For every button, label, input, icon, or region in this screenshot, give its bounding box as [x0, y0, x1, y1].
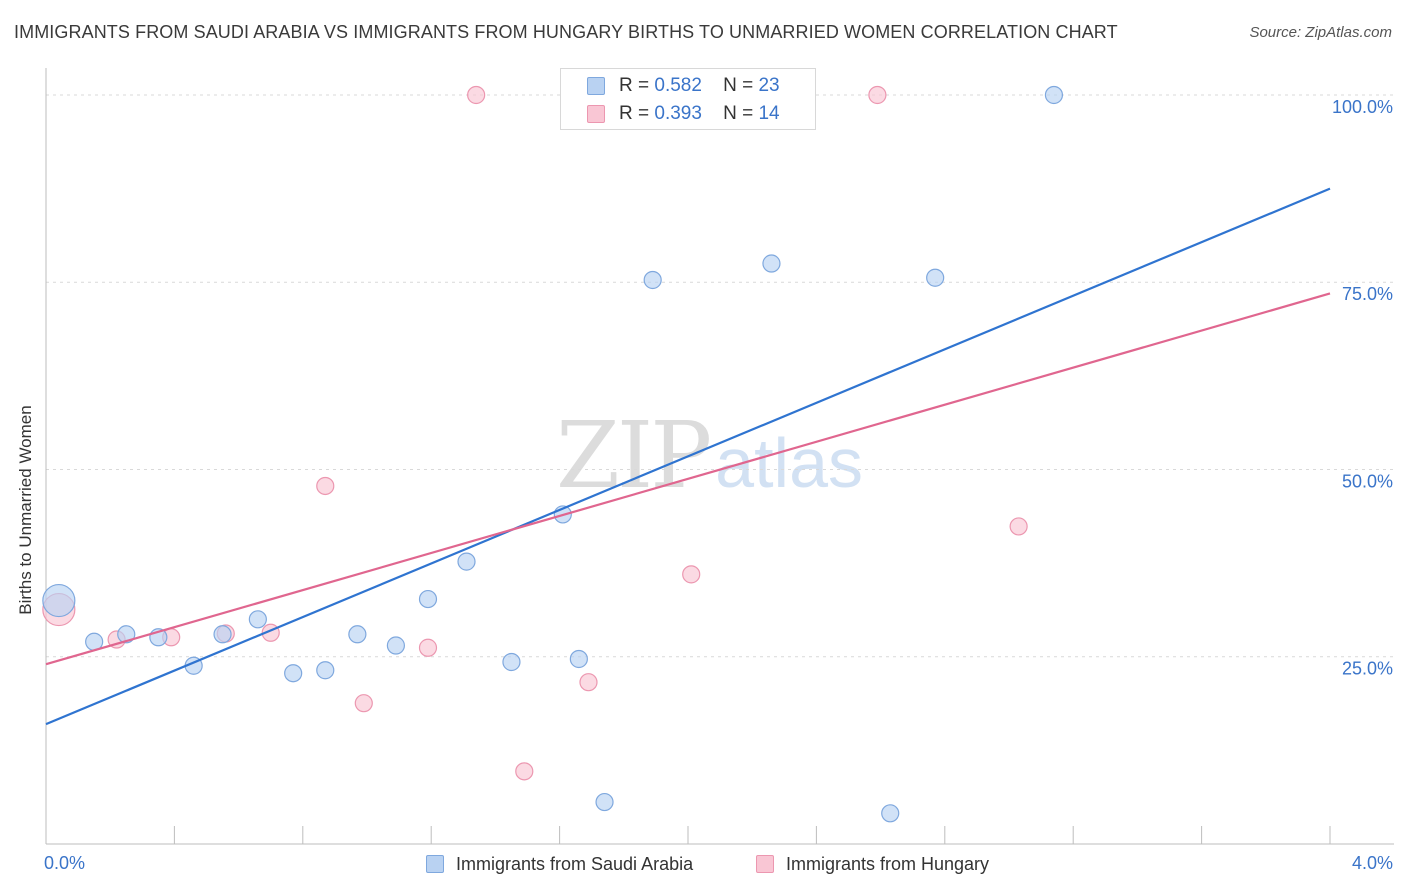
- data-point-saudi: [117, 625, 136, 644]
- legend-r-label: R =: [619, 75, 650, 96]
- data-point-saudi: [284, 664, 303, 683]
- source-label: Source: ZipAtlas.com: [1249, 24, 1392, 41]
- data-point-saudi: [248, 610, 267, 629]
- series-legend-saudi: Immigrants from Saudi Arabia: [426, 852, 693, 876]
- y-tick-label: 25.0%: [1342, 659, 1393, 679]
- trend-line-hungary: [45, 292, 1331, 666]
- legend-n-label: N =: [723, 75, 754, 96]
- data-point-saudi: [762, 254, 781, 273]
- data-point-hungary: [579, 673, 598, 692]
- legend-row-saudi: R = 0.582 N = 23: [587, 75, 780, 97]
- legend-n-value: 23: [758, 75, 780, 96]
- legend-swatch-saudi: [587, 77, 605, 95]
- legend-n-label: N =: [723, 103, 754, 124]
- legend-n-value: 14: [758, 103, 780, 124]
- data-point-hungary: [682, 565, 701, 584]
- x-tick-label: 0.0%: [44, 853, 85, 873]
- series-label-saudi: Immigrants from Saudi Arabia: [456, 853, 694, 874]
- chart-title: IMMIGRANTS FROM SAUDI ARABIA VS IMMIGRAN…: [14, 22, 1118, 42]
- data-point-hungary: [515, 762, 534, 781]
- data-point-hungary: [1009, 517, 1028, 536]
- legend-r-value: 0.393: [654, 103, 702, 124]
- legend-r-label: R =: [619, 103, 650, 124]
- data-point-saudi: [881, 804, 900, 823]
- data-point-hungary: [354, 694, 373, 713]
- y-tick-label: 50.0%: [1342, 471, 1393, 491]
- data-point-hungary: [418, 638, 438, 657]
- series-swatch-hungary: [756, 855, 774, 873]
- series-swatch-saudi: [426, 855, 444, 873]
- data-point-saudi: [926, 268, 945, 287]
- data-point-saudi: [42, 583, 76, 618]
- series-label-hungary: Immigrants from Hungary: [786, 853, 990, 874]
- legend-swatch-hungary: [587, 105, 605, 123]
- y-axis-title: Births to Unmarried Women: [16, 405, 35, 615]
- data-point-saudi: [213, 625, 232, 644]
- y-tick-label: 75.0%: [1342, 284, 1393, 304]
- correlation-legend: R = 0.582 N = 23 R = 0.393 N = 14: [560, 68, 816, 130]
- data-point-saudi: [595, 792, 614, 812]
- data-point-hungary: [467, 85, 486, 105]
- data-point-hungary: [316, 476, 335, 496]
- x-tick-label: 4.0%: [1352, 853, 1393, 873]
- trend-line-saudi: [45, 187, 1331, 726]
- legend-r-value: 0.582: [654, 75, 702, 96]
- data-point-saudi: [316, 661, 335, 680]
- data-point-hungary: [868, 85, 887, 105]
- data-point-saudi: [457, 552, 476, 571]
- data-point-saudi: [1044, 85, 1064, 105]
- y-tick-label: 100.0%: [1332, 97, 1393, 117]
- legend-row-hungary: R = 0.393 N = 14: [587, 103, 780, 125]
- data-point-saudi: [386, 636, 405, 655]
- data-point-saudi: [569, 649, 588, 669]
- data-point-saudi: [348, 625, 367, 644]
- data-point-saudi: [643, 270, 662, 290]
- series-legend-hungary: Immigrants from Hungary: [756, 852, 989, 876]
- data-point-saudi: [502, 652, 521, 672]
- data-point-saudi: [418, 589, 438, 609]
